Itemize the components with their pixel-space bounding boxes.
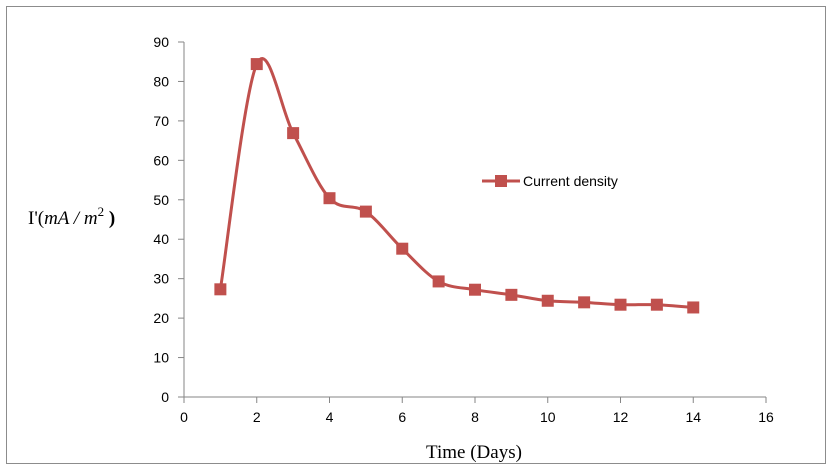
legend-marker xyxy=(495,175,507,187)
y-tick-label: 40 xyxy=(153,231,169,247)
series-layer xyxy=(214,57,700,314)
x-tick-label: 2 xyxy=(253,409,261,425)
data-point xyxy=(323,192,336,205)
y-tick-label: 0 xyxy=(161,389,169,405)
x-tick-labels: 0 2 4 6 8 10 12 14 16 xyxy=(180,409,774,425)
x-tick-label: 8 xyxy=(471,409,479,425)
x-tick-label: 4 xyxy=(326,409,334,425)
data-point xyxy=(287,127,300,140)
y-axis-title-unit: mA / m xyxy=(44,208,97,229)
x-tick-label: 16 xyxy=(758,409,774,425)
y-tick-label: 60 xyxy=(153,152,169,168)
y-axis-title: I'(mA / m2 ) xyxy=(28,204,115,229)
chart-frame xyxy=(6,6,826,464)
x-axis-title: Time (Days) xyxy=(426,442,522,463)
y-tick-labels: 0 10 20 30 40 50 60 70 80 90 xyxy=(153,34,169,405)
legend-label: Current density xyxy=(523,173,618,189)
x-tick-label: 10 xyxy=(540,409,556,425)
x-tick-label: 12 xyxy=(613,409,629,425)
data-point xyxy=(541,294,554,307)
x-tick-label: 14 xyxy=(685,409,701,425)
y-tick-label: 20 xyxy=(153,310,169,326)
data-point xyxy=(614,298,627,311)
data-point xyxy=(250,58,263,71)
data-point xyxy=(505,288,518,301)
y-tick-label: 70 xyxy=(153,113,169,129)
series-line-0 xyxy=(218,57,694,309)
data-point xyxy=(578,296,591,309)
data-point xyxy=(687,301,700,314)
data-point xyxy=(359,205,372,218)
axes xyxy=(178,41,767,403)
legend: Current density xyxy=(482,173,618,189)
y-tick-label: 50 xyxy=(153,192,169,208)
x-tick-label: 6 xyxy=(398,409,406,425)
y-axis-title-superscript: 2 xyxy=(98,204,105,219)
data-point xyxy=(214,283,227,296)
x-tick-label: 0 xyxy=(180,409,188,425)
y-tick-label: 90 xyxy=(153,34,169,50)
y-axis-title-prefix: I'( xyxy=(28,208,44,229)
y-axis-title-suffix: ) xyxy=(104,208,115,229)
data-point xyxy=(469,283,481,296)
y-tick-label: 10 xyxy=(153,350,169,366)
y-tick-label: 80 xyxy=(153,73,169,89)
data-point xyxy=(396,242,409,255)
data-point xyxy=(432,275,445,288)
y-tick-label: 30 xyxy=(153,271,169,287)
data-point xyxy=(650,298,663,311)
